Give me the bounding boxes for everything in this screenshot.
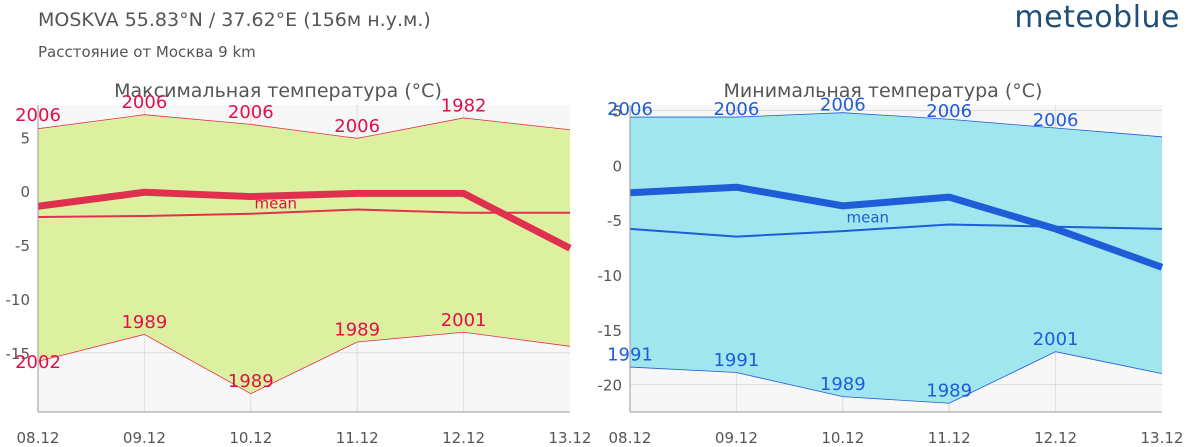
lower-extreme-line [629,351,1163,404]
lower-extreme-line [37,331,571,395]
x-tick-label: 10.12 [821,429,864,447]
record-high-year-label: 2006 [1033,110,1079,131]
y-tick-label: -15 [598,322,623,340]
x-tick-label: 09.12 [123,429,166,447]
chart-title: Минимальная температура (°C) [724,80,1043,102]
mean-label: mean [847,208,890,226]
y-tick-label: -5 [607,212,622,230]
distance-subtitle: Расстояние от Москва 9 km [38,43,256,61]
record-low-year-label: 1989 [228,371,274,392]
location-title: MOSKVA 55.83°N / 37.62°E (156м н.у.м.) [38,9,431,31]
record-low-year-label: 1989 [926,381,972,402]
record-low-year-label: 2001 [441,310,487,331]
mean-line [37,208,570,219]
y-tick-label: 5 [612,102,622,120]
x-tick-label: 08.12 [17,429,60,447]
chart-panel-max: 5 0 -5 -10 -15 08.12 09.12 10.12 11.12 12.12 13.12… [6,80,592,447]
range-band [38,114,570,394]
chart-title: Максимальная температура (°C) [114,80,442,102]
x-tick-label: 11.12 [928,429,971,447]
x-tick-label: 09.12 [715,429,758,447]
record-high-year-label: 1982 [441,95,487,116]
y-tick-label: -5 [15,237,30,255]
record-high-year-label: 2006 [607,99,653,120]
record-low-year-label: 1989 [820,374,866,395]
y-tick-label: -20 [598,377,623,395]
upper-extreme-line [630,112,1163,138]
x-tick-label: 10.12 [229,429,272,447]
record-low-year-label: 1989 [121,312,167,333]
mean-label: mean [255,194,298,212]
record-high-year-label: 2006 [228,102,274,123]
y-tick-label: 5 [20,129,30,147]
x-tick-label: 12.12 [1034,429,1077,447]
record-low-year-label: 2002 [15,352,61,373]
record-low-year-label: 2001 [1033,329,1079,350]
x-tick-label: 11.12 [336,429,379,447]
x-tick-label: 08.12 [609,429,652,447]
range-band [630,112,1162,404]
record-high-year-label: 2006 [713,99,759,120]
x-tick-label: 13.12 [1141,429,1184,447]
x-tick-label: 12.12 [442,429,485,447]
x-tick-label: 13.12 [549,429,592,447]
record-low-year-label: 1991 [607,344,653,365]
y-tick-label: -10 [6,291,31,309]
record-high-year-label: 2006 [820,94,866,115]
record-high-year-label: 2006 [334,116,380,137]
y-tick-label: 0 [20,183,30,201]
record-high-year-label: 2006 [926,101,972,122]
y-tick-label: -15 [6,345,31,363]
y-tick-label: 0 [612,157,622,175]
actual-temperature-line [37,188,572,252]
actual-temperature-line [629,183,1164,271]
meteoblue-logo[interactable]: meteoblue [1014,0,1180,35]
record-high-year-label: 2006 [15,105,61,126]
record-low-year-label: 1991 [713,350,759,371]
record-high-year-label: 2006 [121,92,167,113]
record-low-year-label: 1989 [334,320,380,341]
upper-extreme-line [37,114,571,139]
chart-panel-min: 5 0 -5 -10 -15 -20 08.12 09.12 10.12 11.12 12.12 13… [598,80,1184,447]
y-tick-label: -10 [598,267,623,285]
mean-line [629,223,1163,238]
